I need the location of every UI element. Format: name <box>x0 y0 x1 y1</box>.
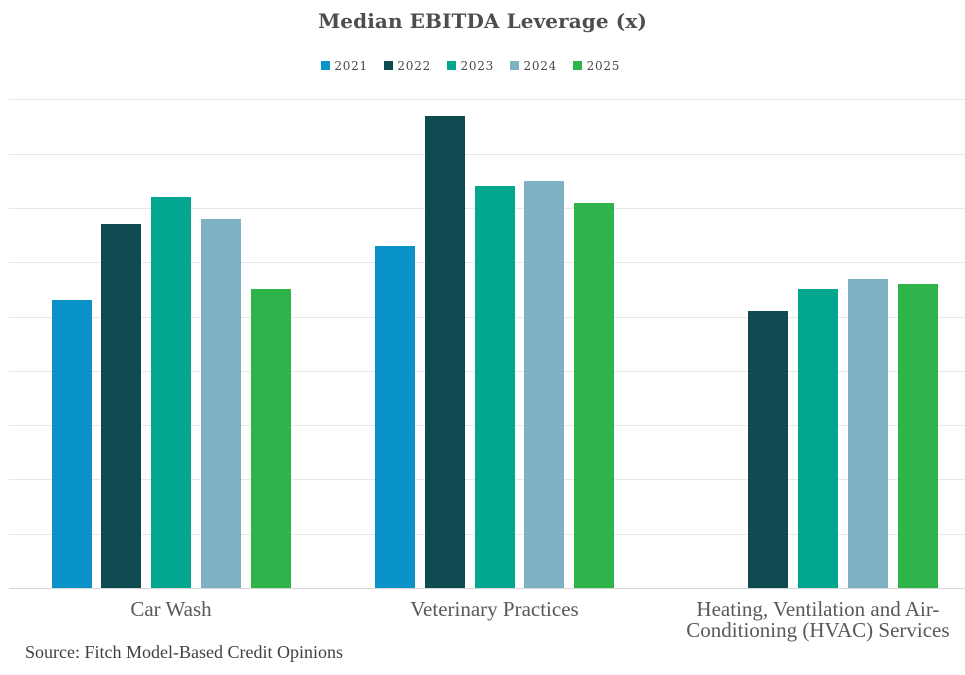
legend-item-2024: 2024 <box>510 60 557 72</box>
legend-item-2025: 2025 <box>573 60 620 72</box>
bar-2021-cat1 <box>51 300 92 588</box>
legend-label: 2025 <box>586 58 621 73</box>
bar-2023-cat3 <box>798 289 839 588</box>
legend-swatch-icon <box>383 60 393 70</box>
legend-label: 2022 <box>397 58 431 73</box>
bar-2025-cat1 <box>250 289 291 588</box>
category-label: Car Wash <box>130 596 212 621</box>
legend-item-2022: 2022 <box>383 58 431 73</box>
gridline <box>9 153 965 155</box>
legend-label: 2024 <box>523 58 558 73</box>
bar-2023-cat1 <box>151 197 192 588</box>
bar-2022-cat1 <box>101 224 142 588</box>
source-note: Source: Fitch Model-Based Credit Opinion… <box>25 642 343 662</box>
legend-label: 2023 <box>460 58 495 73</box>
bar-2024-cat2 <box>524 180 565 588</box>
bar-2022-cat2 <box>424 115 465 588</box>
bar-2023-cat2 <box>474 186 515 588</box>
category-label: Veterinary Practices <box>410 596 579 621</box>
legend-swatch-icon <box>320 60 330 70</box>
gridline <box>9 99 965 101</box>
category-label: Heating, Ventilation and Air-Conditionin… <box>686 596 950 642</box>
bar-2025-cat3 <box>897 284 938 588</box>
legend-label: 2021 <box>334 58 368 73</box>
bar-2021-cat2 <box>375 246 416 588</box>
bar-2025-cat2 <box>574 202 615 588</box>
legend-swatch-icon <box>510 60 520 70</box>
x-axis-line <box>9 588 965 589</box>
bar-2024-cat3 <box>847 278 888 588</box>
legend-swatch-icon <box>446 60 456 70</box>
legend-item-2021: 2021 <box>320 58 368 73</box>
legend-swatch-icon <box>573 60 583 70</box>
legend: 2021 2022 2023 2024 2025 <box>0 60 953 72</box>
chart-title: Median EBITDA Leverage (x) <box>318 9 647 33</box>
bar-2022-cat3 <box>748 311 789 588</box>
bar-2024-cat1 <box>200 218 241 588</box>
legend-item-2023: 2023 <box>446 58 495 73</box>
